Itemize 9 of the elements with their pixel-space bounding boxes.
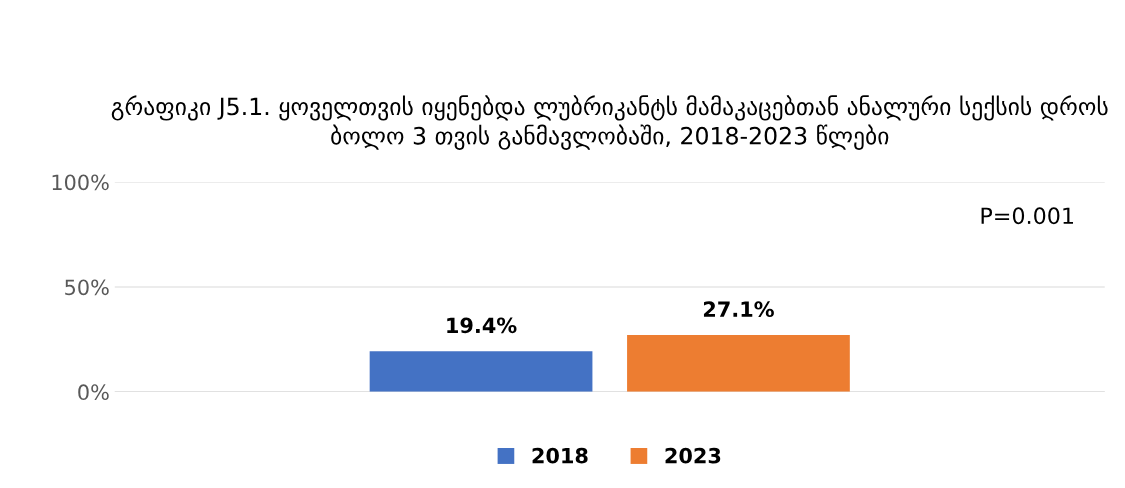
y-tick-label: 0% [78, 384, 109, 401]
data-label: 27.1% [703, 301, 774, 318]
data-label: 19.4% [447, 317, 517, 334]
legend-label: 2023 [665, 447, 721, 464]
chart-title: გრაფიკი J5.1. ყოველთვის იყენებდა ლუბრიკანტს მამაკაცებთან ანალური სექსის დროს ბოლო 3 თვის განმავლობაში, 2018-2023 წლები [111, 95, 1108, 150]
y-tick-label: 50% [65, 279, 109, 296]
legend-label: 2018 [532, 447, 588, 464]
annotation: P=0.001 [981, 207, 1073, 225]
y-tick-label: 100% [52, 174, 109, 191]
